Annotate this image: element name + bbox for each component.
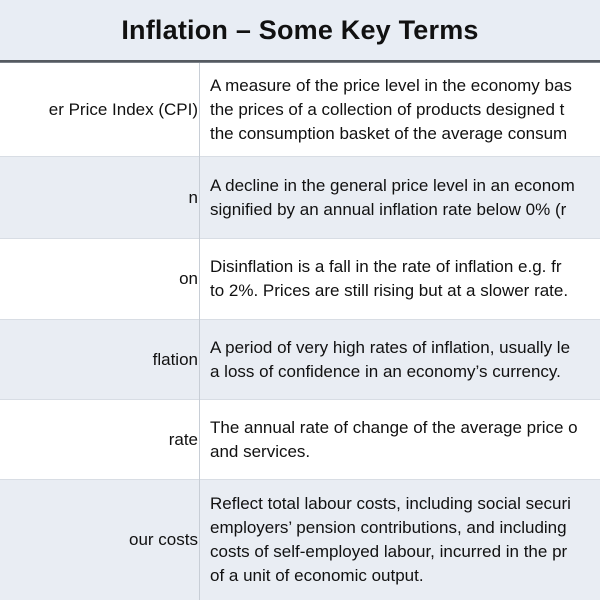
table-title: Inflation – Some Key Terms bbox=[121, 14, 479, 45]
table-row-deflation: n A decline in the general price level i… bbox=[0, 157, 600, 239]
definition-cell: Disinflation is a fall in the rate of in… bbox=[210, 239, 600, 319]
definition-text: A decline in the general price level in … bbox=[210, 175, 575, 219]
definition-text: Reflect total labour costs, including so… bbox=[210, 494, 571, 585]
term-cell: our costs bbox=[0, 480, 198, 600]
term-label: our costs bbox=[129, 530, 198, 549]
definition-cell: A measure of the price level in the econ… bbox=[210, 63, 600, 156]
term-label: rate bbox=[168, 429, 198, 449]
term-cell: on bbox=[0, 239, 198, 319]
table-row-cpi: er Price Index (CPI) A measure of the pr… bbox=[0, 63, 600, 157]
term-cell: er Price Index (CPI) bbox=[0, 63, 198, 156]
term-label: er Price Index (CPI) bbox=[48, 99, 198, 119]
table-row-disinflation: on Disinflation is a fall in the rate of… bbox=[0, 239, 600, 320]
definition-text: The annual rate of change of the average… bbox=[210, 417, 578, 461]
term-label: on bbox=[179, 269, 198, 288]
table-row-hyperinflation: flation A period of very high rates of i… bbox=[0, 320, 600, 400]
definition-cell: A period of very high rates of inflation… bbox=[210, 320, 600, 399]
header-divider bbox=[0, 62, 600, 63]
table-row-unit-labour-costs: our costs Reflect total labour costs, in… bbox=[0, 480, 600, 600]
definition-cell: The annual rate of change of the average… bbox=[210, 400, 600, 479]
table-header: Inflation – Some Key Terms bbox=[0, 0, 600, 62]
term-cell: rate bbox=[0, 400, 198, 479]
table-row-inflation-rate: rate The annual rate of change of the av… bbox=[0, 400, 600, 480]
definition-text: A period of very high rates of inflation… bbox=[210, 337, 571, 381]
term-cell: flation bbox=[0, 320, 198, 399]
definition-text: Disinflation is a fall in the rate of in… bbox=[210, 257, 569, 300]
definition-cell: Reflect total labour costs, including so… bbox=[210, 480, 600, 600]
column-divider bbox=[199, 62, 200, 600]
definition-text: A measure of the price level in the econ… bbox=[210, 75, 572, 143]
definition-cell: A decline in the general price level in … bbox=[210, 157, 600, 238]
term-cell: n bbox=[0, 157, 198, 238]
term-label: flation bbox=[152, 349, 198, 369]
term-label: n bbox=[188, 187, 198, 207]
